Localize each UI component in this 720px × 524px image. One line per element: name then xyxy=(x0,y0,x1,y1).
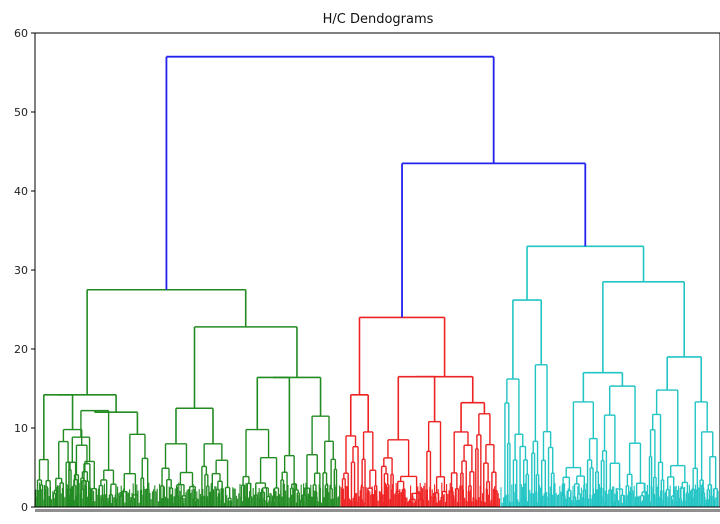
chart-title: H/C Dendograms xyxy=(323,12,434,27)
y-tick-label: 0 xyxy=(21,501,28,514)
y-tick-label: 40 xyxy=(14,185,28,198)
y-tick-label: 50 xyxy=(14,106,28,119)
y-tick-label: 30 xyxy=(14,264,28,277)
y-tick-label: 20 xyxy=(14,343,28,356)
y-axis: 0 10 20 30 40 50 60 xyxy=(14,27,35,514)
y-tick-label: 10 xyxy=(14,422,28,435)
plot-frame xyxy=(34,32,720,508)
leaf-ticks xyxy=(35,509,720,512)
y-tick-label: 60 xyxy=(14,27,28,40)
dendrogram-links xyxy=(35,55,719,507)
leaf-tick-row xyxy=(35,509,720,512)
